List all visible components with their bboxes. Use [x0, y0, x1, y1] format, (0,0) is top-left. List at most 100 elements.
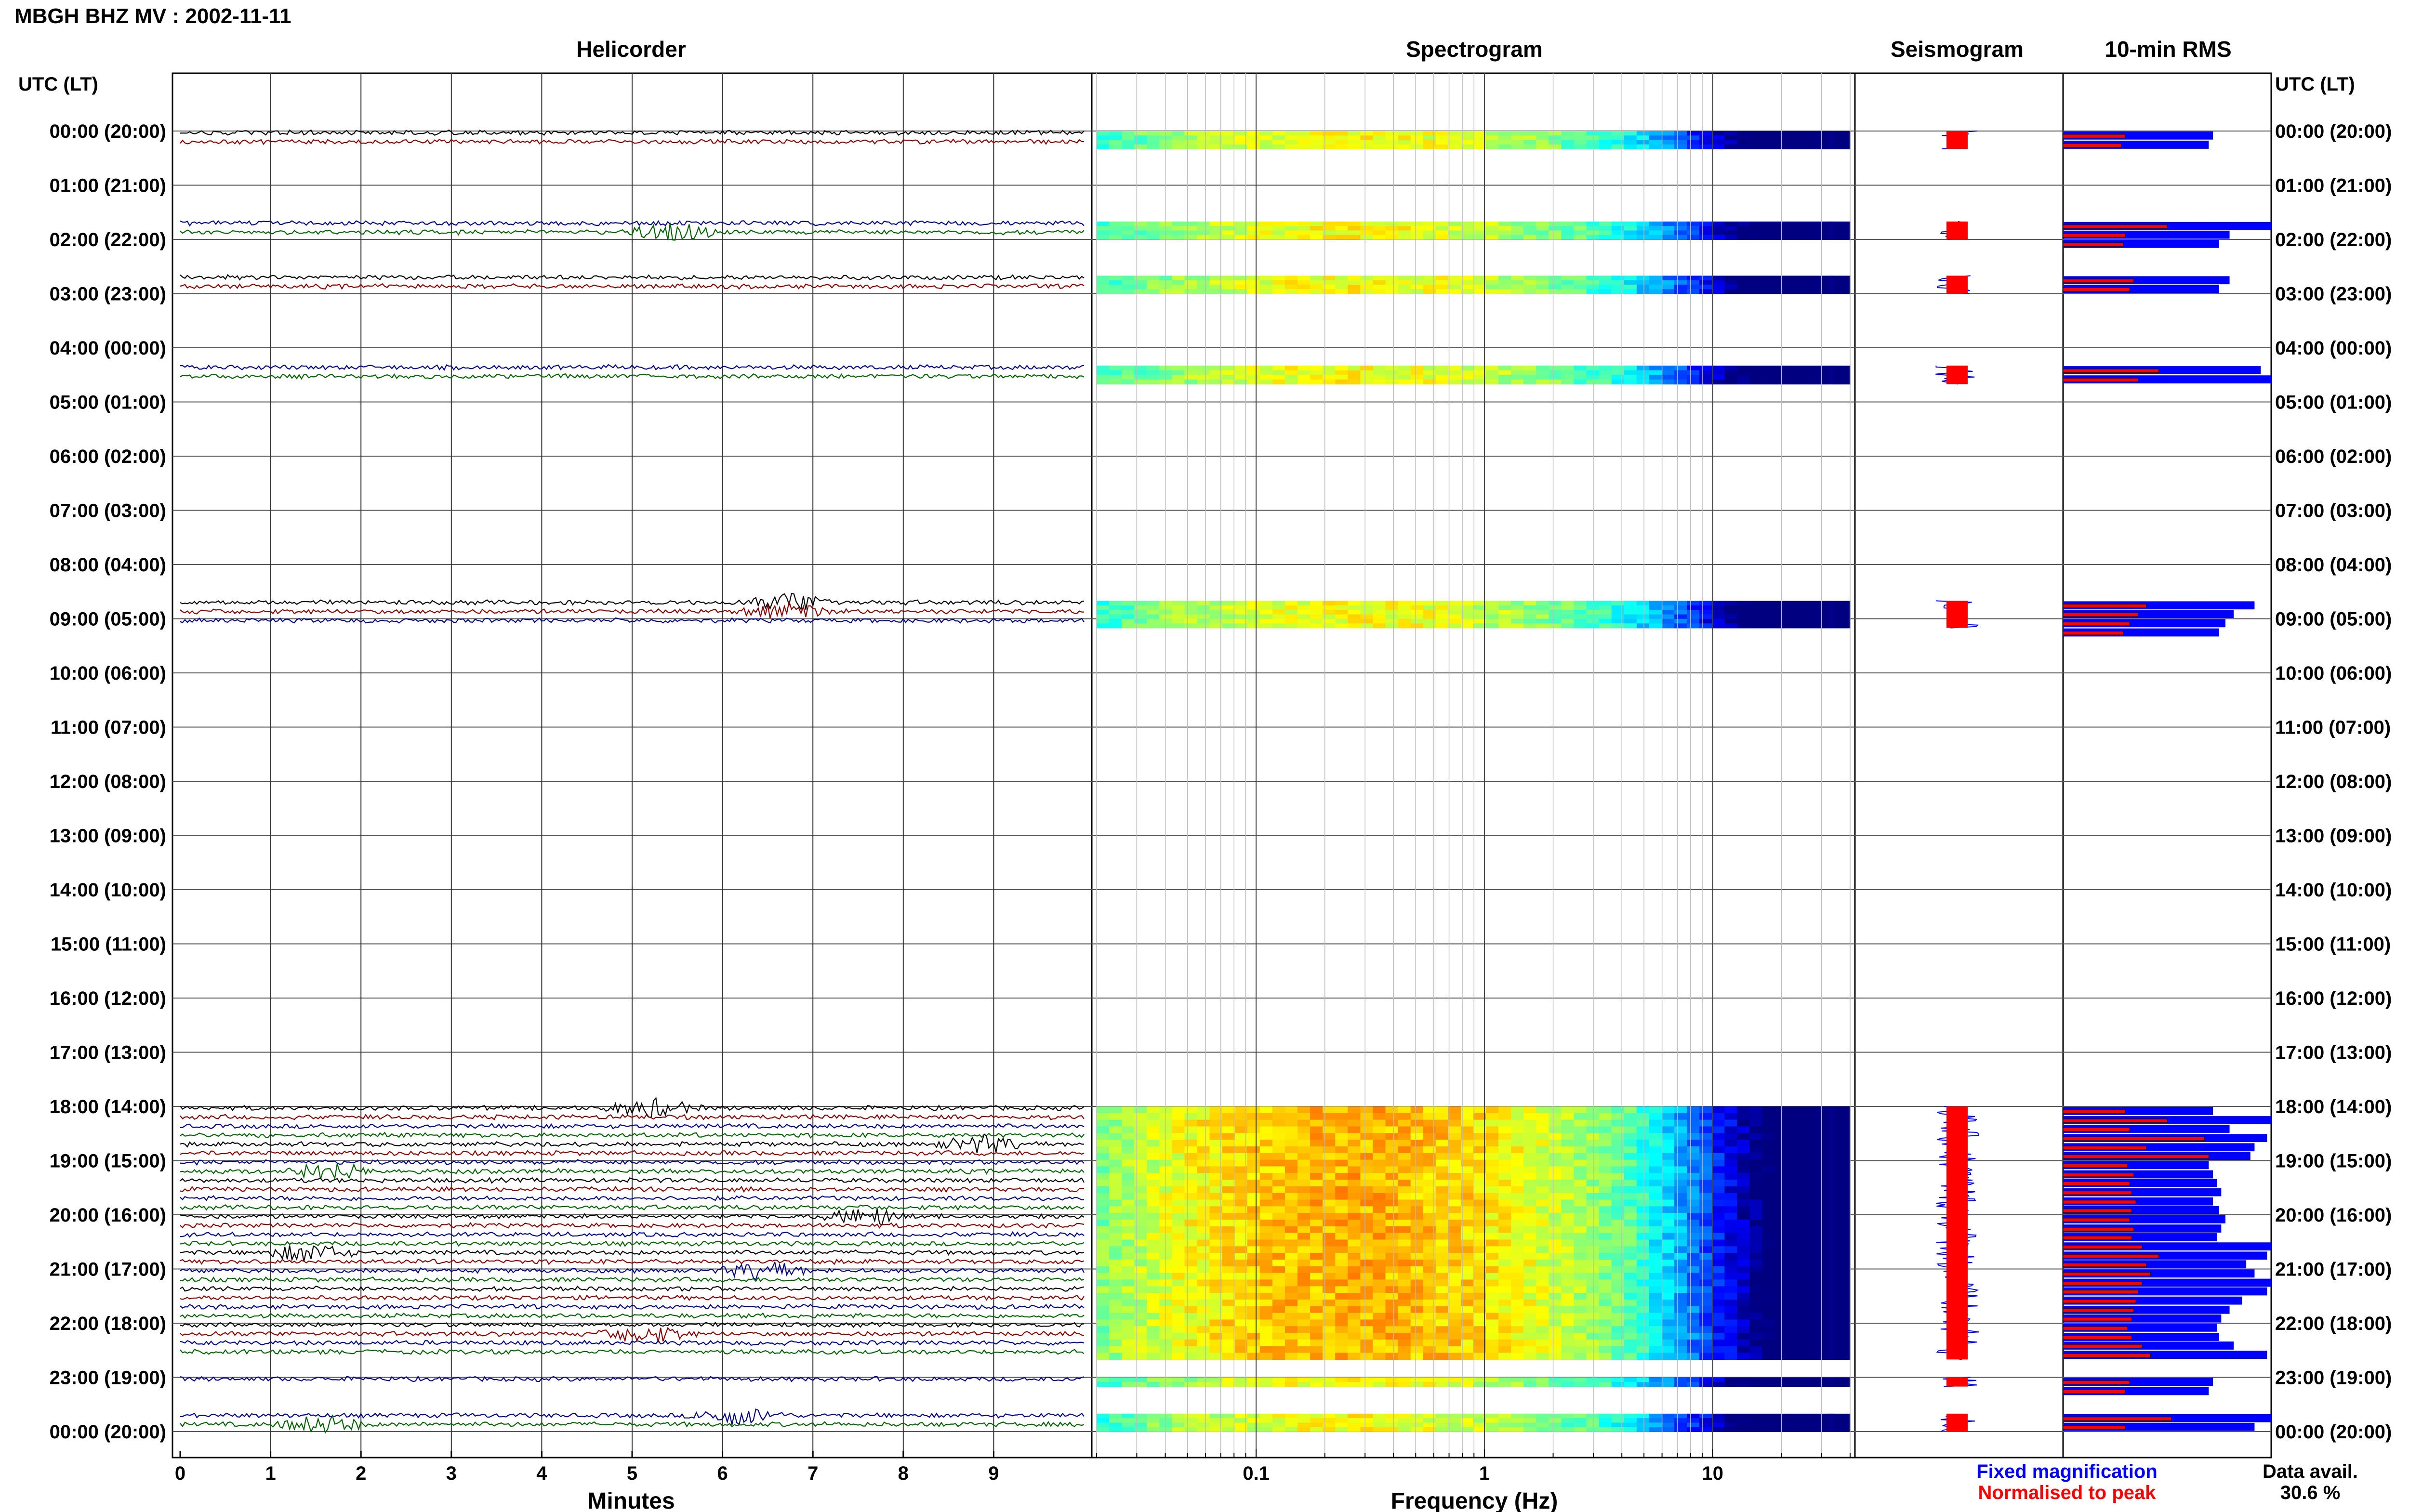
spectrogram-cell	[1410, 1279, 1424, 1287]
spectrogram-cell	[1599, 221, 1612, 226]
spectrogram-cell	[1259, 140, 1273, 145]
spectrogram-cell	[1737, 1339, 1750, 1347]
spectrogram-cell	[1234, 1293, 1248, 1300]
spectrogram-cell	[1636, 284, 1650, 290]
spectrogram-cell	[1737, 1153, 1750, 1160]
spectrogram-cell	[1360, 135, 1374, 141]
spectrogram-cell	[1184, 1166, 1198, 1174]
spectrogram-cell	[1586, 1239, 1600, 1247]
spectrogram-cell	[1611, 1206, 1625, 1214]
spectrogram-cell	[1360, 618, 1374, 624]
spectrogram-cell	[1159, 289, 1173, 294]
spectrogram-cell	[1674, 1427, 1687, 1432]
spectrogram-cell	[1209, 1173, 1223, 1180]
spectrogram-cell	[1674, 1259, 1687, 1267]
spectrogram-cell	[1762, 1299, 1775, 1307]
spectrogram-cell	[1599, 1153, 1612, 1160]
spectrogram-cell	[1636, 1333, 1650, 1340]
spectrogram-cell	[1172, 1293, 1185, 1300]
spectrogram-cell	[1172, 289, 1185, 294]
spectrogram-cell	[1385, 618, 1399, 624]
spectrogram-cell	[1624, 618, 1637, 624]
spectrogram-cell	[1549, 614, 1562, 619]
spectrogram-cell	[1687, 1180, 1700, 1187]
spectrogram-cell	[1662, 1106, 1675, 1114]
spectrogram-cell	[1599, 1159, 1612, 1167]
spectrogram-cell	[1335, 1306, 1349, 1314]
spectrogram-cell	[1749, 1266, 1763, 1274]
spectrogram-cell	[1222, 1220, 1235, 1227]
spectrogram-cell	[1460, 284, 1474, 290]
spectrogram-cell	[1122, 1246, 1135, 1253]
spectrogram-cell	[1348, 1180, 1361, 1187]
spectrogram-cell	[1837, 1220, 1851, 1227]
spectrogram-cell	[1209, 1206, 1223, 1214]
spectrogram-cell	[1448, 1326, 1461, 1333]
spectrogram-cell	[1674, 221, 1687, 226]
spectrogram-cell	[1097, 1193, 1110, 1200]
spectrogram-cell	[1234, 1266, 1248, 1274]
spectrogram-cell	[1410, 1226, 1424, 1234]
spectrogram-cell	[1209, 131, 1223, 136]
spectrogram-cell	[1259, 601, 1273, 606]
spectrogram-cell	[1724, 131, 1738, 136]
spectrogram-cell	[1448, 623, 1461, 629]
spectrogram-cell	[1460, 1246, 1474, 1253]
spectrogram-cell	[1109, 1299, 1122, 1307]
spectrogram-cell	[1360, 1153, 1374, 1160]
spectrogram-cell	[1837, 144, 1851, 149]
spectrogram-cell	[1272, 1186, 1285, 1194]
spectrogram-cell	[1486, 284, 1499, 290]
spectrogram-cell	[1410, 379, 1424, 385]
spectrogram-cell	[1247, 1253, 1260, 1260]
spectrogram-cell	[1147, 230, 1160, 236]
spectrogram-cell	[1222, 276, 1235, 281]
spectrogram-cell	[1348, 289, 1361, 294]
spectrogram-cell	[1247, 1326, 1260, 1333]
spectrogram-cell	[1586, 1326, 1600, 1333]
spectrogram-cell	[1310, 1173, 1323, 1180]
spectrogram-cell	[1435, 135, 1449, 141]
spectrogram-cell	[1385, 1153, 1399, 1160]
spectrogram-cell	[1448, 1159, 1461, 1167]
spectrogram-cell	[1234, 1159, 1248, 1167]
spectrogram-cell	[1184, 289, 1198, 294]
spectrogram-cell	[1787, 1220, 1800, 1227]
spectrogram-cell	[1385, 370, 1399, 376]
spectrogram-cell	[1511, 1299, 1524, 1307]
spectrogram-cell	[1523, 131, 1537, 136]
spectrogram-cell	[1234, 1299, 1248, 1307]
spectrogram-cell	[1787, 1226, 1800, 1234]
spectrogram-cell	[1549, 1306, 1562, 1314]
spectrogram-cell	[1310, 1146, 1323, 1154]
spectrogram-cell	[1109, 1413, 1122, 1419]
spectrogram-cell	[1348, 1279, 1361, 1287]
hour-label-right: 20:00 (16:00)	[2275, 1205, 2392, 1226]
spectrogram-cell	[1787, 1246, 1800, 1253]
spectrogram-cell	[1649, 1353, 1662, 1360]
spectrogram-cell	[1762, 1146, 1775, 1154]
spectrogram-cell	[1687, 366, 1700, 371]
spectrogram-cell	[1272, 1413, 1285, 1419]
spectrogram-cell	[1460, 230, 1474, 236]
spectrogram-cell	[1762, 1422, 1775, 1428]
spectrogram-cell	[1749, 1119, 1763, 1127]
spectrogram-cell	[1234, 280, 1248, 285]
spectrogram-cell	[1586, 1166, 1600, 1174]
spectrogram-cell	[1172, 1346, 1185, 1354]
spectrogram-cell	[1624, 1213, 1637, 1220]
spectrogram-cell	[1398, 235, 1411, 240]
spectrogram-cell	[1624, 144, 1637, 149]
spectrogram-cell	[1662, 610, 1675, 615]
spectrogram-cell	[1460, 140, 1474, 145]
spectrogram-cell	[1310, 1306, 1323, 1314]
spectrogram-cell	[1611, 1199, 1625, 1207]
spectrogram-cell	[1800, 1299, 1813, 1307]
spectrogram-cell	[1122, 1259, 1135, 1267]
spectrogram-cell	[1435, 370, 1449, 376]
spectrogram-cell	[1297, 140, 1310, 145]
trace-line	[180, 1231, 1085, 1238]
spectrogram-cell	[1636, 1299, 1650, 1307]
spectrogram-cell	[1385, 1273, 1399, 1280]
spectrogram-cell	[1435, 1306, 1449, 1314]
